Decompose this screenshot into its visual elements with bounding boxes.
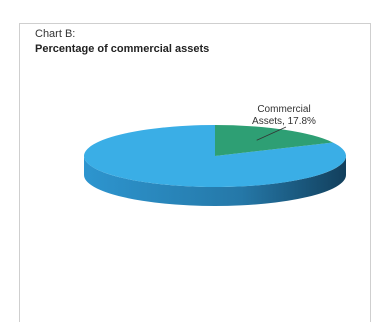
pie-chart: Commercial Assets, 17.8% xyxy=(84,104,347,206)
pie-slice-side-other xyxy=(84,156,346,206)
chart-frame: Chart B: Percentage of commercial assets… xyxy=(19,23,371,322)
chart-label: Chart B: xyxy=(35,28,76,40)
data-label-leader xyxy=(256,126,287,141)
data-label-line1: Commercial xyxy=(257,104,310,115)
chart-title: Percentage of commercial assets xyxy=(35,43,210,55)
data-label-line2: Assets, 17.8% xyxy=(252,116,316,127)
pie-3d xyxy=(84,125,347,206)
pie-slice-commercial xyxy=(215,125,333,156)
